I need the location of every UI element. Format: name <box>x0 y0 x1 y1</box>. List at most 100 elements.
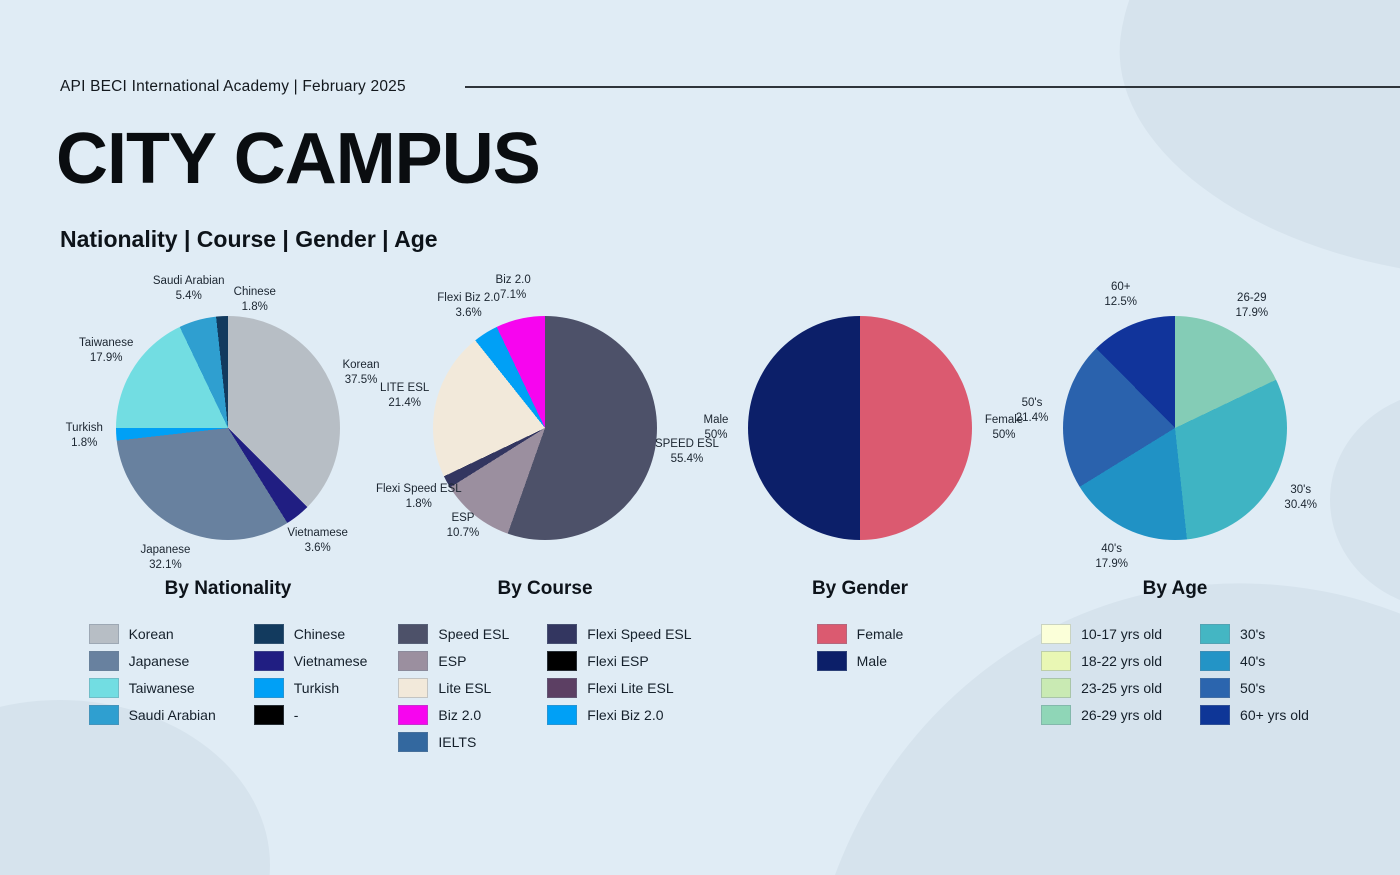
legend-label: 60+ yrs old <box>1240 706 1309 723</box>
legend-swatch <box>1041 677 1072 698</box>
legend-label: 26-29 yrs old <box>1081 706 1163 723</box>
legend-label: Speed ESL <box>438 625 510 642</box>
legend-item: Male <box>816 647 904 674</box>
chart-title-course: By Course <box>497 578 593 599</box>
legend-label: - <box>293 706 299 723</box>
background-blob-right <box>1330 390 1400 610</box>
pie-slice-label: Flexi Speed ESL 1.8% <box>375 483 462 511</box>
legend-label: Japanese <box>128 652 190 669</box>
legend-swatch <box>816 623 847 644</box>
legend-column: Korean Japanese Taiwanese Saudi Arabian <box>88 620 216 728</box>
pie-slice-label: Biz 2.0 7.1% <box>495 273 531 301</box>
legend-label: Female <box>856 625 904 642</box>
legend-item: ESP <box>398 647 509 674</box>
pie-area-age: 26-29 17.9% 30's 30.4% 40's 17.9% 50's 21.4% 60+… <box>1015 260 1335 600</box>
legend-item: 10-17 yrs old <box>1041 620 1162 647</box>
legend-swatch <box>1041 704 1072 725</box>
legend-label: Saudi Arabian <box>128 706 216 723</box>
legend-age: 10-17 yrs old 18-22 yrs old 23-25 yrs old 2… <box>1015 620 1335 728</box>
legend-item: Flexi Speed ESL <box>547 620 692 647</box>
legend-item: Biz 2.0 <box>398 701 509 728</box>
pie-slice-label: 50's 21.4% <box>1015 396 1049 424</box>
legend-course: Speed ESL ESP Lite ESL Biz 2.0 IELTS Flexi Sp… <box>385 620 705 755</box>
legend-item: Flexi Biz 2.0 <box>547 701 691 728</box>
legend-item: 40's <box>1200 647 1309 674</box>
pie-slice-label: Female 50% <box>984 414 1024 441</box>
legend-item: Flexi Lite ESL <box>547 674 691 701</box>
legend-label: IELTS <box>438 733 477 750</box>
pie-slice-label: Korean 37.5% <box>342 358 380 386</box>
pie-slice-label: 26-29 17.9% <box>1235 292 1269 320</box>
legend-label: 50's <box>1240 679 1266 696</box>
chart-title-age: By Age <box>1142 578 1208 599</box>
pie-slice-label: 40's 17.9% <box>1095 543 1128 571</box>
pie-by-course <box>433 316 657 540</box>
legend-item: Female <box>816 620 904 647</box>
legend-item: Flexi ESP <box>547 647 691 674</box>
legend-column: Speed ESL ESP Lite ESL Biz 2.0 IELTS <box>398 620 509 755</box>
legend-label: Biz 2.0 <box>438 706 482 723</box>
legend-item: Korean <box>88 620 216 647</box>
legend-swatch <box>1200 677 1231 698</box>
legend-item: 30's <box>1200 620 1309 647</box>
header-divider-line <box>465 86 1400 88</box>
legend-swatch <box>88 704 119 725</box>
legend-item: Chinese <box>253 620 368 647</box>
pie-by-nationality <box>116 316 340 540</box>
legend-item: IELTS <box>398 728 509 755</box>
chart-block-course: SPEED ESL 55.4% ESP 10.7% Flexi Speed ESL 1.8… <box>376 260 719 760</box>
pie-area-nationality: Korean 37.5% Vietnamese 3.6% Japanese 32.1% Tu… <box>66 260 388 600</box>
legend-column: 10-17 yrs old 18-22 yrs old 23-25 yrs old 2… <box>1041 620 1162 728</box>
chart-title-nationality: By Nationality <box>164 578 292 599</box>
legend-item: - <box>253 701 368 728</box>
legend-swatch <box>1200 704 1231 725</box>
legend-label: Chinese <box>293 625 346 642</box>
legend-column: 30's 40's 50's 60+ yrs old <box>1200 620 1309 728</box>
legend-item: 60+ yrs old <box>1200 701 1309 728</box>
legend-swatch <box>547 677 578 698</box>
legend-swatch <box>88 677 119 698</box>
legend-column: Flexi Speed ESL Flexi ESP Flexi Lite ESL Fl… <box>547 620 692 755</box>
legend-gender: Female Male <box>700 620 1020 674</box>
legend-swatch <box>253 650 284 671</box>
pie-slice-label: ESP 10.7% <box>446 512 480 540</box>
legend-swatch <box>1200 650 1231 671</box>
pie-slice-label: Taiwanese 17.9% <box>79 337 134 365</box>
legend-label: Flexi Lite ESL <box>587 679 674 696</box>
pie-slice-label: Flexi Biz 2.0 3.6% <box>437 291 500 319</box>
pie-slice-label: Male 50% <box>703 414 729 441</box>
legend-swatch <box>253 623 284 644</box>
pie-area-course: SPEED ESL 55.4% ESP 10.7% Flexi Speed ESL 1.8… <box>376 260 719 600</box>
legend-label: Male <box>856 652 888 669</box>
pie-slice-label: Saudi Arabian 5.4% <box>152 275 225 303</box>
chart-block-nationality: Korean 37.5% Vietnamese 3.6% Japanese 32.1% Tu… <box>66 260 388 760</box>
legend-swatch <box>1041 650 1072 671</box>
legend-swatch <box>547 704 578 725</box>
legend-swatch <box>547 623 578 644</box>
legend-swatch <box>398 731 429 752</box>
legend-swatch <box>398 650 429 671</box>
legend-item: 18-22 yrs old <box>1041 647 1162 674</box>
legend-label: Flexi ESP <box>587 652 649 669</box>
legend-nationality: Korean Japanese Taiwanese Saudi Arabian Chin… <box>68 620 388 728</box>
legend-item: Vietnamese <box>253 647 367 674</box>
legend-item: 26-29 yrs old <box>1041 701 1162 728</box>
chart-block-age: 26-29 17.9% 30's 30.4% 40's 17.9% 50's 21.4% 60+… <box>1015 260 1335 760</box>
pie-slice-label: 30's 30.4% <box>1284 484 1318 512</box>
legend-column: Chinese Vietnamese Turkish - <box>253 620 368 728</box>
page-subtitle: Nationality | Course | Gender | Age <box>60 226 438 252</box>
pie-slice-label: 60+ 12.5% <box>1104 280 1138 308</box>
legend-swatch <box>253 704 284 725</box>
legend-swatch <box>88 623 119 644</box>
legend-swatch <box>253 677 284 698</box>
legend-item: Saudi Arabian <box>88 701 216 728</box>
pie-by-age <box>1063 316 1287 540</box>
legend-label: 30's <box>1240 625 1266 642</box>
chart-title-gender: By Gender <box>811 578 909 599</box>
legend-column: Female Male <box>816 620 904 674</box>
legend-label: Flexi Biz 2.0 <box>587 706 664 723</box>
pie-slice-label: LITE ESL 21.4% <box>380 381 430 409</box>
legend-item: 50's <box>1200 674 1309 701</box>
legend-swatch <box>1200 623 1231 644</box>
legend-label: 23-25 yrs old <box>1081 679 1163 696</box>
